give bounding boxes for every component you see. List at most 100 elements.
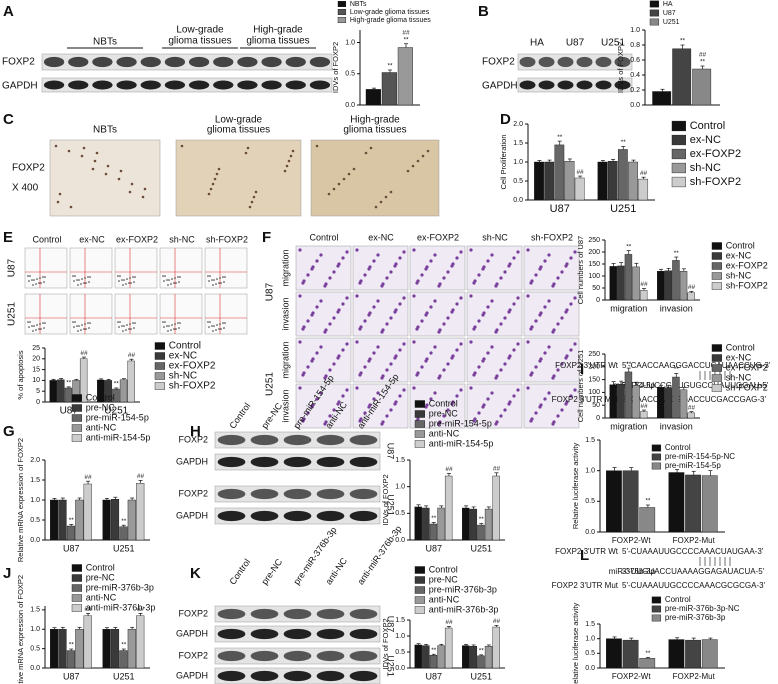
event-dot (170, 283, 172, 285)
event-dot (207, 275, 209, 277)
event-dot (219, 323, 221, 325)
column-label: ex-FOXP2 (116, 234, 158, 244)
legend-swatch (71, 434, 83, 442)
event-dot (88, 327, 90, 329)
stained-cell (450, 310, 454, 314)
y-tick-label: 0.4 (630, 72, 640, 79)
stained-cell (380, 284, 384, 288)
y-tick-label: 250 (588, 351, 600, 358)
significance: ** (114, 381, 120, 388)
y-axis-label: Relative luciferase activity (571, 443, 580, 530)
bar (597, 161, 608, 201)
stained-cell (556, 368, 560, 372)
cell-dot (364, 151, 368, 155)
legend-label: sh-FOXP2 (169, 381, 216, 392)
stained-cell (398, 348, 402, 352)
legend-swatch (414, 566, 426, 574)
cell-dot (246, 146, 250, 150)
bar (664, 387, 673, 419)
bar (609, 384, 617, 419)
cell-dot (82, 146, 86, 150)
stained-cell (455, 348, 459, 352)
blot-band (316, 628, 345, 640)
bar (668, 639, 685, 669)
bar (49, 380, 57, 403)
legend-label: anti-NC (429, 594, 460, 604)
blot-band (217, 510, 246, 522)
event-dot (40, 282, 42, 284)
bar (102, 499, 111, 541)
y-tick-label: 20 (32, 356, 40, 363)
event-dot (164, 275, 166, 277)
cell-dot (287, 159, 291, 163)
bar (477, 524, 485, 541)
cell-dot (80, 154, 84, 158)
panel-label: J (3, 565, 11, 582)
y-tick-label: 1.0 (585, 636, 595, 643)
legend-label: pre-NC (86, 402, 116, 412)
stained-cell (573, 250, 577, 254)
bar (544, 161, 555, 201)
cell-dot (119, 169, 123, 173)
event-dot (44, 276, 46, 278)
column-label: ex-NC (79, 234, 105, 244)
bar (664, 270, 673, 301)
legend-swatch (414, 576, 426, 584)
blot-band (349, 434, 378, 446)
significance: ** (626, 243, 632, 250)
y-tick-label: 1.0 (345, 39, 355, 46)
legend-swatch (414, 420, 426, 428)
flow-plot (24, 293, 68, 335)
stained-cell (486, 305, 490, 309)
bar (617, 265, 625, 301)
legend-label: U87 (663, 10, 676, 17)
y-tick-label: 200 (588, 249, 600, 256)
x-tick-label: U251 (113, 671, 135, 681)
blot-band (164, 80, 186, 90)
blot-band (213, 80, 234, 90)
group-label: NBTs (93, 37, 117, 48)
x-tick-label: migration (610, 421, 647, 431)
stained-cell (529, 419, 533, 423)
sequence: 3'-UUGUACCUAAAAGGAGAUACUA-5' (622, 567, 765, 576)
column-label: sh-NC (169, 234, 195, 244)
event-dot (36, 324, 38, 326)
y-axis-label: IDVs of FOXP2 (381, 618, 390, 669)
event-dot (209, 275, 211, 277)
bar (469, 508, 478, 541)
flow-plot (204, 293, 248, 335)
event-dot (121, 325, 123, 327)
event-dot (164, 321, 166, 323)
blot-band (349, 456, 378, 468)
blot-band (68, 80, 89, 90)
event-dot (81, 278, 83, 280)
y-tick-label: 200 (588, 364, 600, 371)
column-label: glioma tissues (343, 125, 406, 136)
stained-cell (319, 253, 323, 257)
event-dot (134, 322, 136, 324)
x-tick-label: U87 (550, 203, 570, 215)
event-dot (72, 321, 74, 323)
bar (429, 523, 438, 541)
stained-cell (551, 284, 555, 288)
stained-cell (538, 313, 542, 317)
event-dot (39, 277, 41, 279)
significance: ** (479, 648, 485, 655)
bar (554, 144, 565, 201)
event-dot (123, 325, 125, 327)
legend-label: ex-NC (169, 351, 197, 362)
stained-cell (503, 316, 507, 320)
bar (110, 499, 120, 541)
bar (624, 371, 633, 419)
bar (624, 254, 633, 301)
stained-cell (398, 394, 402, 398)
blot-band (349, 510, 378, 522)
panel-label: B (478, 3, 489, 20)
stained-cell (433, 391, 437, 395)
bar (617, 384, 625, 419)
panel-label: G (3, 423, 15, 440)
stained-cell (380, 376, 384, 380)
x-tick-label: U87 (63, 543, 80, 553)
stained-cell (490, 391, 494, 395)
stained-cell (569, 348, 573, 352)
